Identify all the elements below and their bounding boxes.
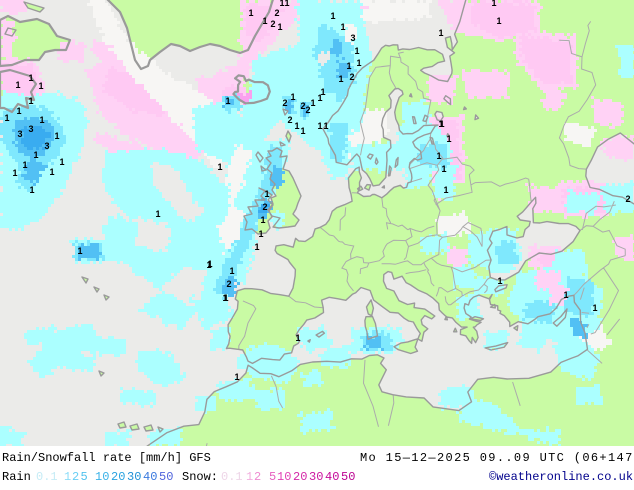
svg-text:1: 1 <box>15 80 20 90</box>
svg-text:1: 1 <box>260 215 265 225</box>
svg-text:1: 1 <box>229 266 234 276</box>
svg-text:1: 1 <box>258 229 263 239</box>
svg-text:2: 2 <box>287 115 292 125</box>
svg-text:1: 1 <box>225 96 230 106</box>
svg-text:1: 1 <box>217 162 222 172</box>
svg-text:1: 1 <box>439 119 444 129</box>
svg-text:1: 1 <box>49 167 54 177</box>
svg-text:1: 1 <box>16 106 21 116</box>
svg-text:1: 1 <box>223 293 228 303</box>
svg-text:1: 1 <box>222 293 227 303</box>
svg-text:2: 2 <box>300 101 305 111</box>
svg-text:1: 1 <box>284 0 289 8</box>
svg-text:2: 2 <box>625 194 630 204</box>
svg-text:1: 1 <box>77 246 82 256</box>
svg-text:1: 1 <box>592 303 597 313</box>
svg-text:1: 1 <box>22 160 27 170</box>
svg-text:3: 3 <box>28 124 33 134</box>
svg-text:1: 1 <box>12 168 17 178</box>
svg-text:1: 1 <box>330 11 335 21</box>
svg-text:1: 1 <box>264 189 269 199</box>
svg-text:1: 1 <box>290 92 295 102</box>
svg-text:1: 1 <box>340 22 345 32</box>
svg-text:1: 1 <box>300 126 305 136</box>
svg-text:1: 1 <box>438 28 443 38</box>
svg-text:3: 3 <box>17 129 22 139</box>
svg-text:1: 1 <box>346 61 351 71</box>
svg-text:2: 2 <box>226 279 231 289</box>
svg-text:1: 1 <box>207 259 212 269</box>
svg-text:1: 1 <box>38 81 43 91</box>
svg-text:2: 2 <box>262 202 267 212</box>
svg-text:1: 1 <box>248 8 253 18</box>
svg-text:1: 1 <box>294 121 299 131</box>
svg-text:1: 1 <box>28 73 33 83</box>
svg-text:1: 1 <box>354 46 359 56</box>
svg-text:1: 1 <box>317 121 322 131</box>
svg-text:1: 1 <box>320 87 325 97</box>
svg-text:2: 2 <box>282 98 287 108</box>
svg-text:1: 1 <box>254 242 259 252</box>
svg-text:1: 1 <box>496 16 501 26</box>
svg-text:1: 1 <box>262 16 267 26</box>
svg-text:1: 1 <box>234 372 239 382</box>
svg-text:1: 1 <box>29 185 34 195</box>
svg-text:1: 1 <box>323 121 328 131</box>
svg-text:1: 1 <box>491 0 496 8</box>
svg-text:1: 1 <box>206 260 211 270</box>
svg-text:1: 1 <box>310 98 315 108</box>
svg-text:1: 1 <box>436 151 441 161</box>
svg-text:1: 1 <box>438 119 443 129</box>
svg-text:1: 1 <box>155 209 160 219</box>
svg-text:1: 1 <box>295 333 300 343</box>
svg-text:1: 1 <box>28 96 33 106</box>
svg-text:1: 1 <box>443 185 448 195</box>
svg-text:1: 1 <box>54 131 59 141</box>
svg-text:1: 1 <box>497 276 502 286</box>
svg-text:1: 1 <box>441 164 446 174</box>
svg-text:1: 1 <box>59 157 64 167</box>
svg-text:2: 2 <box>349 72 354 82</box>
svg-text:1: 1 <box>39 115 44 125</box>
svg-text:1: 1 <box>338 74 343 84</box>
svg-text:1: 1 <box>277 22 282 32</box>
svg-text:1: 1 <box>4 113 9 123</box>
svg-text:3: 3 <box>350 33 355 43</box>
svg-text:2: 2 <box>274 8 279 18</box>
svg-text:1: 1 <box>356 58 361 68</box>
svg-text:1: 1 <box>446 134 451 144</box>
svg-text:1: 1 <box>279 0 284 8</box>
svg-text:3: 3 <box>44 141 49 151</box>
svg-text:1: 1 <box>33 150 38 160</box>
svg-text:1: 1 <box>317 93 322 103</box>
svg-text:2: 2 <box>270 19 275 29</box>
svg-text:1: 1 <box>563 290 568 300</box>
svg-text:2: 2 <box>305 105 310 115</box>
